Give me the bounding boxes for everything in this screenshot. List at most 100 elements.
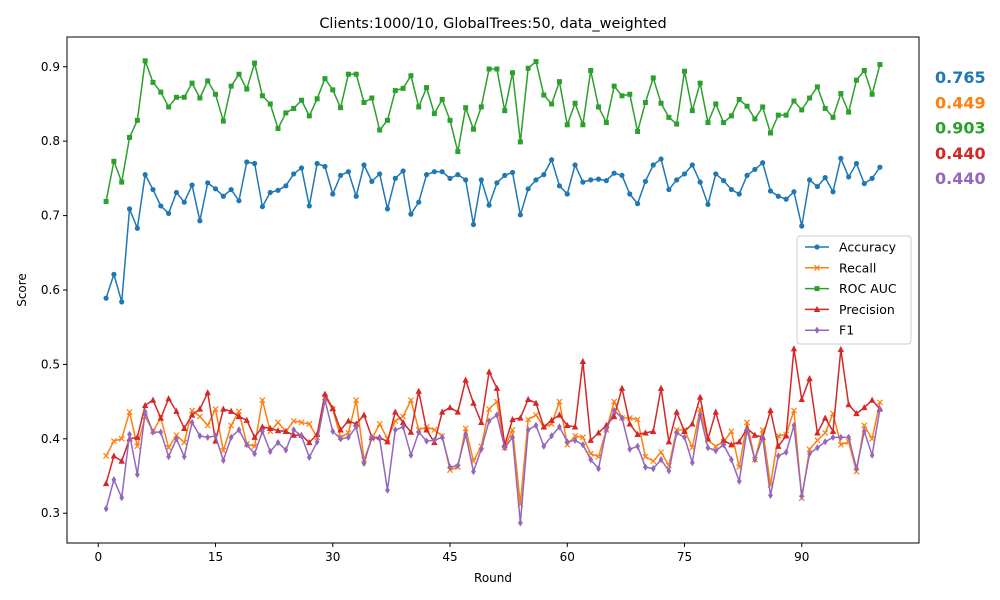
data-point-precision xyxy=(579,357,587,365)
data-point-recall xyxy=(110,438,117,445)
data-point-roc-auc xyxy=(298,97,304,103)
data-point-accuracy xyxy=(713,171,719,177)
data-point-precision xyxy=(267,424,274,432)
data-point-accuracy xyxy=(236,198,242,204)
data-point-accuracy xyxy=(767,188,774,194)
legend: Accuracy Recall ROC AUC Precision F1 xyxy=(796,235,912,345)
data-point-accuracy xyxy=(728,186,735,193)
data-point-precision xyxy=(134,433,141,440)
data-point-accuracy xyxy=(806,177,813,183)
legend-entry-roc-auc: ROC AUC xyxy=(805,281,897,296)
data-point-precision xyxy=(532,399,540,406)
data-point-roc-auc xyxy=(744,103,750,109)
data-point-f1 xyxy=(744,426,750,434)
data-point-precision xyxy=(845,401,852,408)
data-point-precision xyxy=(321,390,329,397)
data-point-roc-auc xyxy=(181,94,187,100)
data-point-f1 xyxy=(447,463,453,471)
y-tick-label: 0.6 xyxy=(41,283,60,297)
data-point-f1 xyxy=(596,464,601,473)
data-point-accuracy xyxy=(463,177,469,183)
data-point-recall xyxy=(134,443,141,450)
data-point-accuracy xyxy=(509,169,516,176)
data-point-recall xyxy=(181,439,188,446)
data-point-roc-auc xyxy=(134,117,140,123)
data-point-roc-auc xyxy=(330,87,336,93)
data-point-roc-auc xyxy=(478,104,484,110)
data-point-precision xyxy=(407,428,415,435)
data-point-f1 xyxy=(291,426,297,434)
data-point-recall xyxy=(228,422,235,429)
final-value-accuracy: 0.765 xyxy=(935,68,986,87)
data-point-accuracy xyxy=(533,177,539,183)
data-point-f1 xyxy=(830,433,836,441)
data-point-precision xyxy=(446,404,454,411)
data-point-recall xyxy=(634,416,641,423)
data-point-accuracy xyxy=(392,175,398,181)
data-point-recall xyxy=(306,420,313,427)
data-point-precision xyxy=(173,407,180,414)
data-point-roc-auc xyxy=(861,67,867,73)
data-point-f1 xyxy=(236,426,242,434)
data-point-accuracy xyxy=(228,186,234,193)
data-point-roc-auc xyxy=(486,66,492,72)
data-point-f1 xyxy=(635,442,641,450)
data-point-f1 xyxy=(510,433,515,441)
y-tick-label: 0.5 xyxy=(41,357,60,371)
data-point-precision xyxy=(337,426,344,433)
data-point-f1 xyxy=(283,446,289,454)
data-point-accuracy xyxy=(658,156,664,162)
data-point-accuracy xyxy=(564,191,570,197)
data-point-accuracy xyxy=(353,193,359,199)
data-point-roc-auc xyxy=(384,117,390,123)
data-point-roc-auc xyxy=(189,80,195,86)
data-point-roc-auc xyxy=(674,121,680,127)
data-point-f1 xyxy=(338,435,343,443)
data-point-accuracy xyxy=(181,199,187,205)
plot-area xyxy=(102,58,884,527)
data-point-accuracy xyxy=(541,172,547,178)
data-point-accuracy xyxy=(572,162,578,168)
data-point-recall xyxy=(290,417,297,424)
data-point-f1 xyxy=(392,426,398,434)
data-point-f1 xyxy=(416,428,422,436)
data-point-accuracy xyxy=(400,168,406,174)
data-point-precision xyxy=(290,431,297,438)
data-point-accuracy xyxy=(619,172,625,179)
data-point-roc-auc xyxy=(283,110,289,116)
data-point-accuracy xyxy=(494,180,500,186)
data-point-precision xyxy=(509,415,516,423)
data-point-recall xyxy=(462,425,469,432)
y-tick-label: 0.9 xyxy=(41,60,60,74)
data-point-accuracy xyxy=(736,191,742,197)
data-point-f1 xyxy=(189,418,195,427)
data-point-accuracy xyxy=(689,162,695,168)
series-accuracy xyxy=(103,155,883,305)
data-point-accuracy xyxy=(674,177,680,183)
data-point-precision xyxy=(853,410,860,417)
data-point-f1 xyxy=(580,441,586,449)
data-point-accuracy xyxy=(525,186,531,192)
data-point-roc-auc xyxy=(127,134,133,140)
data-point-accuracy xyxy=(416,199,422,205)
data-point-f1 xyxy=(603,426,609,434)
data-point-precision xyxy=(751,431,759,438)
data-point-f1 xyxy=(471,467,476,476)
data-point-accuracy xyxy=(158,203,164,209)
data-point-accuracy xyxy=(142,172,148,178)
data-point-roc-auc xyxy=(721,120,727,126)
data-point-roc-auc xyxy=(619,93,625,99)
data-point-accuracy xyxy=(455,172,461,178)
data-point-f1 xyxy=(205,433,211,441)
data-point-f1 xyxy=(502,444,508,452)
data-point-precision xyxy=(728,441,735,448)
series-line-accuracy xyxy=(105,157,881,303)
data-point-f1 xyxy=(682,433,687,441)
final-values-panel: 0.765 0.449 0.903 0.440 0.440 xyxy=(935,68,986,188)
data-point-f1 xyxy=(557,423,562,431)
data-point-accuracy xyxy=(103,295,109,301)
data-point-f1 xyxy=(111,476,117,484)
data-point-recall xyxy=(509,426,516,433)
data-point-roc-auc xyxy=(822,105,828,111)
